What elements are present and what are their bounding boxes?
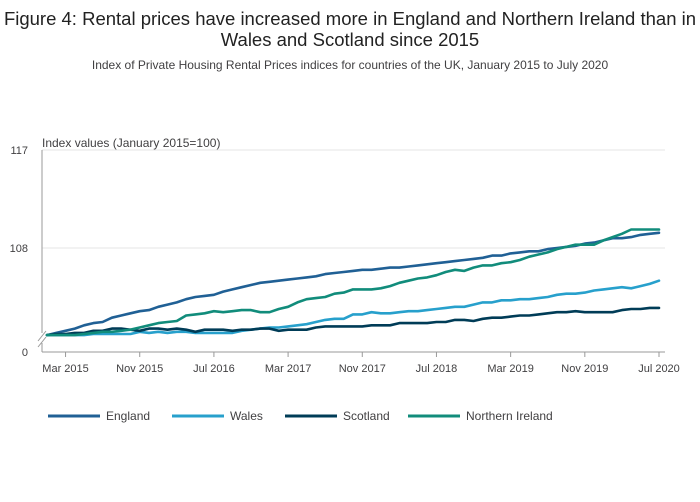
x-tick-label: Mar 2015 — [42, 363, 88, 375]
y-axis-label: Index values (January 2015=100) — [42, 136, 220, 150]
x-tick-label: Jul 2016 — [193, 363, 235, 375]
axes — [37, 150, 665, 353]
x-tick-label: Nov 2017 — [339, 363, 386, 375]
legend-label: Wales — [230, 409, 263, 423]
legend: England Wales Scotland Northern Ireland — [48, 409, 553, 423]
legend-item-england: England — [48, 409, 150, 423]
x-tick-label: Nov 2019 — [561, 363, 608, 375]
chart-title: Figure 4: Rental prices have increased m… — [3, 8, 697, 50]
chart-subtitle: Index of Private Housing Rental Prices i… — [91, 58, 609, 72]
legend-label: Northern Ireland — [466, 409, 553, 423]
y-tick-label: 108 — [10, 243, 28, 255]
gridlines — [42, 149, 665, 353]
legend-label: England — [106, 409, 150, 423]
x-tick-label: Mar 2019 — [487, 363, 533, 375]
legend-item-northern-ireland: Northern Ireland — [408, 409, 553, 423]
x-axis-ticks: Mar 2015 Nov 2015 Jul 2016 Mar 2017 Nov 2017… — [42, 352, 680, 375]
y-axis-ticks: 117 108 0 — [10, 145, 28, 359]
series-line-scotland — [45, 306, 661, 337]
series-line-wales — [45, 279, 661, 337]
x-tick-label: Jul 2018 — [416, 363, 458, 375]
x-tick-label: Jul 2020 — [638, 363, 680, 375]
legend-item-scotland: Scotland — [285, 409, 390, 423]
legend-label: Scotland — [343, 409, 390, 423]
y-tick-label: 117 — [10, 145, 28, 157]
x-tick-label: Nov 2015 — [116, 363, 163, 375]
legend-item-wales: Wales — [172, 409, 263, 423]
y-tick-label: 0 — [22, 347, 28, 359]
series-lines — [45, 228, 661, 337]
series-line-northern-ireland — [45, 228, 661, 337]
x-tick-label: Mar 2017 — [265, 363, 311, 375]
axis-break-mark — [37, 330, 47, 342]
axis-break-mark — [37, 336, 47, 348]
